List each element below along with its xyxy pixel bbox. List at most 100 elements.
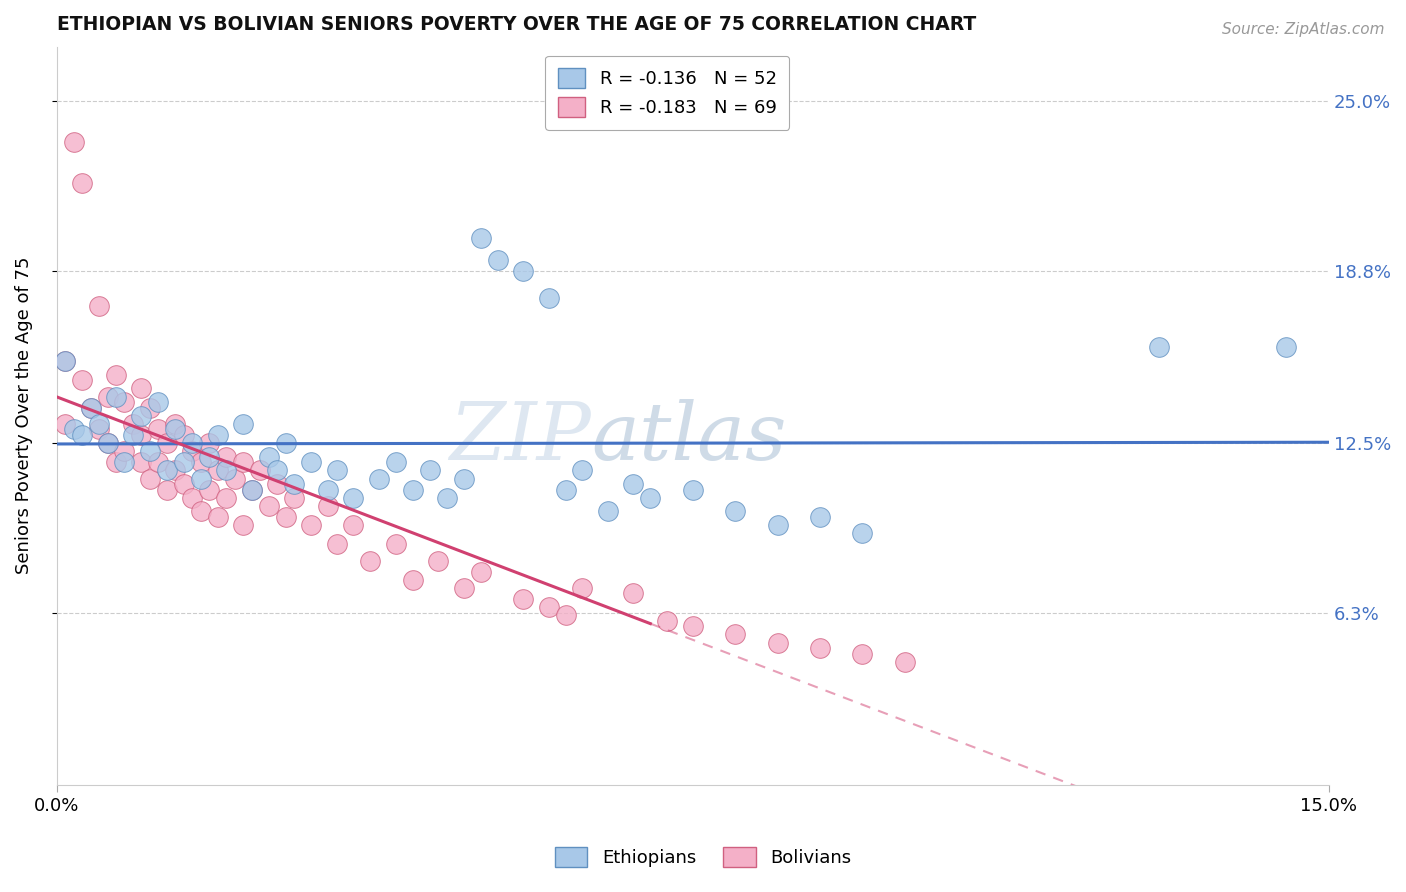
Point xyxy=(181,444,204,458)
Point xyxy=(724,627,747,641)
Point xyxy=(571,463,593,477)
Point xyxy=(512,264,534,278)
Point xyxy=(571,581,593,595)
Point xyxy=(232,455,254,469)
Point xyxy=(283,491,305,505)
Point xyxy=(131,427,153,442)
Point xyxy=(894,655,917,669)
Legend: R = -0.136   N = 52, R = -0.183   N = 69: R = -0.136 N = 52, R = -0.183 N = 69 xyxy=(546,55,789,129)
Point xyxy=(165,463,187,477)
Point xyxy=(190,472,212,486)
Point xyxy=(207,509,229,524)
Point xyxy=(682,483,704,497)
Point xyxy=(724,504,747,518)
Point xyxy=(512,591,534,606)
Point xyxy=(87,299,110,313)
Point xyxy=(79,401,101,415)
Point xyxy=(1149,340,1171,354)
Point xyxy=(165,422,187,436)
Point xyxy=(537,600,560,615)
Point xyxy=(359,553,381,567)
Point xyxy=(62,136,84,150)
Point xyxy=(427,553,450,567)
Point xyxy=(385,537,408,551)
Point xyxy=(325,463,347,477)
Point xyxy=(114,455,136,469)
Point xyxy=(240,483,263,497)
Point xyxy=(266,477,288,491)
Point xyxy=(851,526,873,541)
Point xyxy=(766,518,789,533)
Point xyxy=(190,504,212,518)
Point xyxy=(114,444,136,458)
Point xyxy=(96,436,118,450)
Point xyxy=(453,472,475,486)
Point xyxy=(486,252,509,267)
Point xyxy=(682,619,704,633)
Point xyxy=(198,436,221,450)
Point xyxy=(274,436,297,450)
Point xyxy=(316,499,339,513)
Point xyxy=(70,373,93,387)
Point xyxy=(325,537,347,551)
Point xyxy=(122,427,145,442)
Text: ZIP: ZIP xyxy=(450,399,591,476)
Text: ETHIOPIAN VS BOLIVIAN SENIORS POVERTY OVER THE AGE OF 75 CORRELATION CHART: ETHIOPIAN VS BOLIVIAN SENIORS POVERTY OV… xyxy=(56,15,976,34)
Point xyxy=(232,518,254,533)
Point xyxy=(257,499,280,513)
Point xyxy=(53,354,76,368)
Text: atlas: atlas xyxy=(591,399,786,476)
Point xyxy=(299,455,322,469)
Point xyxy=(621,477,644,491)
Point xyxy=(224,472,246,486)
Point xyxy=(148,455,170,469)
Point xyxy=(215,450,238,464)
Point xyxy=(249,463,271,477)
Point xyxy=(165,417,187,431)
Point xyxy=(851,647,873,661)
Point xyxy=(215,491,238,505)
Point xyxy=(640,491,662,505)
Point xyxy=(131,455,153,469)
Point xyxy=(766,635,789,649)
Point xyxy=(104,390,127,404)
Point xyxy=(156,483,179,497)
Point xyxy=(173,455,195,469)
Point xyxy=(181,491,204,505)
Point xyxy=(596,504,619,518)
Point xyxy=(316,483,339,497)
Point xyxy=(274,509,297,524)
Point xyxy=(198,450,221,464)
Point xyxy=(70,177,93,191)
Point xyxy=(808,641,831,656)
Point xyxy=(402,573,425,587)
Point xyxy=(198,483,221,497)
Point xyxy=(207,463,229,477)
Point xyxy=(470,565,492,579)
Point xyxy=(419,463,441,477)
Point xyxy=(87,422,110,436)
Point xyxy=(131,409,153,423)
Point xyxy=(385,455,408,469)
Point xyxy=(470,231,492,245)
Point xyxy=(215,463,238,477)
Point xyxy=(173,477,195,491)
Point xyxy=(96,436,118,450)
Point xyxy=(808,509,831,524)
Point xyxy=(87,417,110,431)
Point xyxy=(299,518,322,533)
Point xyxy=(342,518,364,533)
Point xyxy=(53,417,76,431)
Point xyxy=(283,477,305,491)
Point xyxy=(156,463,179,477)
Point xyxy=(122,417,145,431)
Point xyxy=(266,463,288,477)
Point xyxy=(131,381,153,395)
Point xyxy=(537,291,560,305)
Point xyxy=(104,455,127,469)
Point xyxy=(342,491,364,505)
Point xyxy=(554,483,576,497)
Point xyxy=(232,417,254,431)
Point xyxy=(173,427,195,442)
Point xyxy=(190,455,212,469)
